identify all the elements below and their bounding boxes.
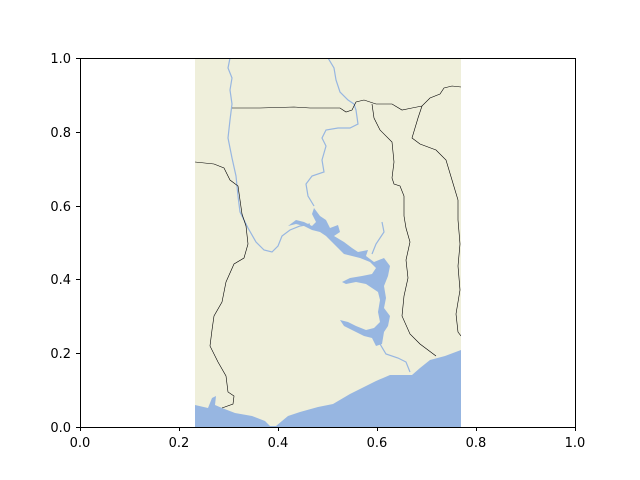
y-tick-label: 0.2 [50, 347, 71, 362]
y-axis: 0.0 0.2 0.4 0.6 0.8 1.0 [50, 52, 80, 436]
y-tick-label: 0.0 [50, 421, 71, 436]
x-tick-label: 0.0 [70, 436, 91, 451]
lake-volta [288, 208, 390, 346]
border-togo-benin [411, 105, 461, 337]
x-tick-label: 0.8 [466, 436, 487, 451]
x-tick-label: 0.2 [169, 436, 190, 451]
y-tick-label: 1.0 [50, 52, 71, 67]
ocean-area [195, 350, 461, 427]
white-volta-river [305, 58, 359, 207]
y-tick-label: 0.8 [50, 126, 71, 141]
rivers [227, 58, 411, 373]
y-tick-label: 0.4 [50, 273, 71, 288]
black-volta-river [227, 58, 311, 253]
lower-volta-river [379, 343, 411, 373]
country-borders [195, 85, 461, 409]
x-tick-label: 0.6 [367, 436, 388, 451]
border-ivory-coast [195, 161, 249, 409]
x-axis: 0.0 0.2 0.4 0.6 0.8 1.0 [70, 427, 586, 451]
oti-river [371, 221, 385, 255]
axes-frame [80, 58, 576, 428]
x-tick-label: 1.0 [565, 436, 586, 451]
map-panel [195, 58, 461, 427]
border-togo [371, 103, 437, 357]
border-burkina-faso [232, 85, 461, 113]
land-background [195, 58, 461, 427]
x-tick-label: 0.4 [268, 436, 289, 451]
y-tick-label: 0.6 [50, 200, 71, 215]
